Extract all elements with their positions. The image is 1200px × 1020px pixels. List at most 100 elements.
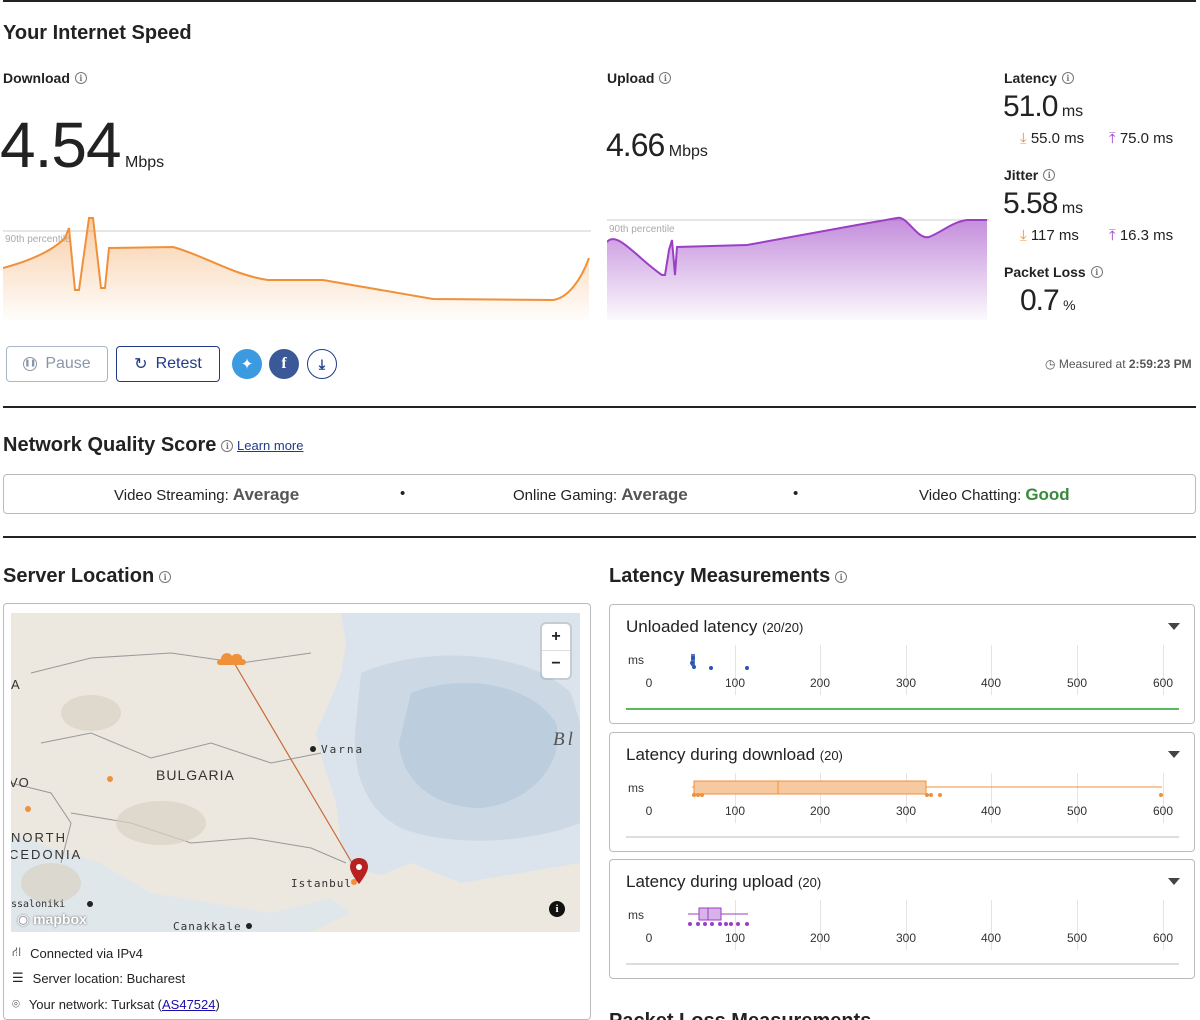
download-results-button[interactable]: ⤓ (307, 349, 337, 379)
upload-area (607, 217, 987, 320)
gridline (820, 645, 821, 695)
info-icon[interactable]: i (159, 571, 172, 583)
server-icon: ☰ (12, 970, 24, 985)
retest-button[interactable]: ↻ Retest (116, 346, 220, 382)
section-rule-2 (3, 536, 1196, 538)
download-arrow-icon: ⤓ (1020, 130, 1027, 147)
upload-unit: Mbps (668, 143, 708, 160)
gridline (906, 900, 907, 950)
gridline (1077, 645, 1078, 695)
info-icon[interactable]: i (221, 440, 234, 452)
info-icon[interactable]: i (659, 72, 672, 84)
gridline (991, 900, 992, 950)
info-icon[interactable]: i (74, 72, 87, 84)
connection-text: Connected via IPv4 (30, 945, 143, 961)
quality-title-text: Network Quality Score (3, 434, 217, 456)
refresh-icon: ↻ (134, 356, 148, 373)
axis-tick: 400 (980, 804, 1002, 818)
network-info: ⌾ Your network: Turksat (AS47524) (12, 996, 220, 1012)
axis-tick: 100 (724, 931, 746, 945)
download-percentile-label: 90th percentile (5, 234, 71, 245)
download-latency-panel[interactable]: Latency during download (20) ms 0 100 20… (609, 732, 1195, 852)
upload-arrow-icon: ⤒ (1109, 130, 1116, 147)
info-icon[interactable]: i (1061, 72, 1074, 84)
jitter-down: ⤓ 117 ms (1020, 227, 1079, 244)
packet-loss-label-text: Packet Loss (1004, 264, 1086, 280)
upload-latency-panel[interactable]: Latency during upload (20) ms 0 100 200 … (609, 859, 1195, 979)
map-label-varna: Varna (321, 743, 365, 756)
gridline (1077, 900, 1078, 950)
quality-label: Video Chatting: (919, 487, 1022, 504)
download-value: 4.54 (0, 109, 122, 181)
upload-value-group: 4.66 Mbps (606, 127, 708, 164)
download-icon: ⤓ (318, 355, 326, 372)
map-label-sea: Bl (553, 729, 576, 750)
unloaded-latency-title: Unloaded latency (20/20) (626, 617, 803, 637)
upload-chart: 90th percentile (607, 216, 989, 320)
twitter-share-button[interactable]: ✦ (232, 349, 262, 379)
chevron-down-icon[interactable] (1168, 623, 1180, 630)
axis-tick: 100 (724, 676, 746, 690)
zoom-out-button[interactable]: − (551, 655, 561, 672)
axis-tick: 0 (645, 804, 653, 818)
zoom-in-button[interactable]: + (542, 624, 570, 651)
axis-tick: 200 (809, 931, 831, 945)
chevron-down-icon[interactable] (1168, 751, 1180, 758)
packet-loss-unit: % (1063, 297, 1076, 313)
upload-label-text: Upload (607, 70, 655, 86)
map-label-canakkale: Canakkale (173, 920, 242, 932)
download-label: Download i (3, 70, 87, 86)
chevron-down-icon[interactable] (1168, 878, 1180, 885)
server-location-info: ☰ Server location: Bucharest (12, 970, 185, 986)
latency-value: 51.0 (1003, 90, 1058, 123)
gridline (991, 773, 992, 823)
latency-measurements-title-text: Latency Measurements (609, 565, 831, 587)
retest-label: Retest (155, 355, 202, 372)
map-label-bulgaria: BULGARIA (156, 767, 235, 783)
server-title-text: Server Location (3, 565, 155, 587)
map-label-istanbul: Istanbul (291, 877, 352, 890)
map-graphic (11, 613, 580, 932)
latency-down-value: 55.0 ms (1030, 130, 1085, 147)
learn-more-link[interactable]: Learn more (237, 438, 304, 453)
map-attribution-info-icon[interactable]: i (549, 901, 565, 917)
facebook-share-button[interactable]: f (269, 349, 299, 379)
pause-label: Pause (45, 355, 91, 372)
axis-tick: 300 (895, 804, 917, 818)
axis-tick: 200 (809, 804, 831, 818)
info-icon[interactable]: i (1043, 169, 1056, 181)
info-icon[interactable]: i (1090, 266, 1103, 278)
as-number-link[interactable]: AS47524 (162, 996, 216, 1012)
network-suffix: ) (215, 996, 220, 1012)
measured-prefix: Measured at (1058, 357, 1126, 371)
jitter-up-value: 16.3 ms (1119, 227, 1174, 244)
pause-icon: ❚❚ (23, 357, 38, 371)
gridline (820, 900, 821, 950)
upload-status-bar (626, 963, 1179, 965)
gridline (820, 773, 821, 823)
latency-value-group: 51.0 ms (1003, 90, 1083, 124)
info-icon[interactable]: i (835, 571, 848, 583)
latency-down: ⤓ 55.0 ms (1020, 130, 1084, 147)
map-label-north: NORTH (11, 830, 67, 845)
quality-label: Online Gaming: (513, 487, 618, 504)
axis-unit: ms (628, 781, 644, 795)
panel-title-text: Unloaded latency (626, 617, 758, 636)
axis-tick: 200 (809, 676, 831, 690)
panel-title-text: Latency during upload (626, 872, 794, 891)
jitter-value-group: 5.58 ms (1003, 187, 1083, 221)
upload-value: 4.66 (606, 127, 665, 163)
upload-line (607, 216, 987, 276)
map-pin-icon: ⌾ (12, 996, 20, 1011)
axis-tick: 600 (1152, 804, 1174, 818)
gridline (991, 645, 992, 695)
pause-button[interactable]: ❚❚ Pause (6, 346, 108, 382)
unloaded-latency-panel[interactable]: Unloaded latency (20/20) ms 0 100 200 30… (609, 604, 1195, 724)
gridline (1163, 900, 1164, 950)
server-map[interactable]: BULGARIA Varna Istanbul Canakkale NORTH … (11, 613, 580, 932)
connection-info: ⛙ Connected via IPv4 (12, 944, 143, 962)
quality-video-chatting: Video Chatting: Good (919, 485, 1070, 505)
axis-unit: ms (628, 908, 644, 922)
server-location-text: Server location: Bucharest (32, 970, 186, 986)
map-label-macedonia: CEDONIA (11, 847, 83, 862)
